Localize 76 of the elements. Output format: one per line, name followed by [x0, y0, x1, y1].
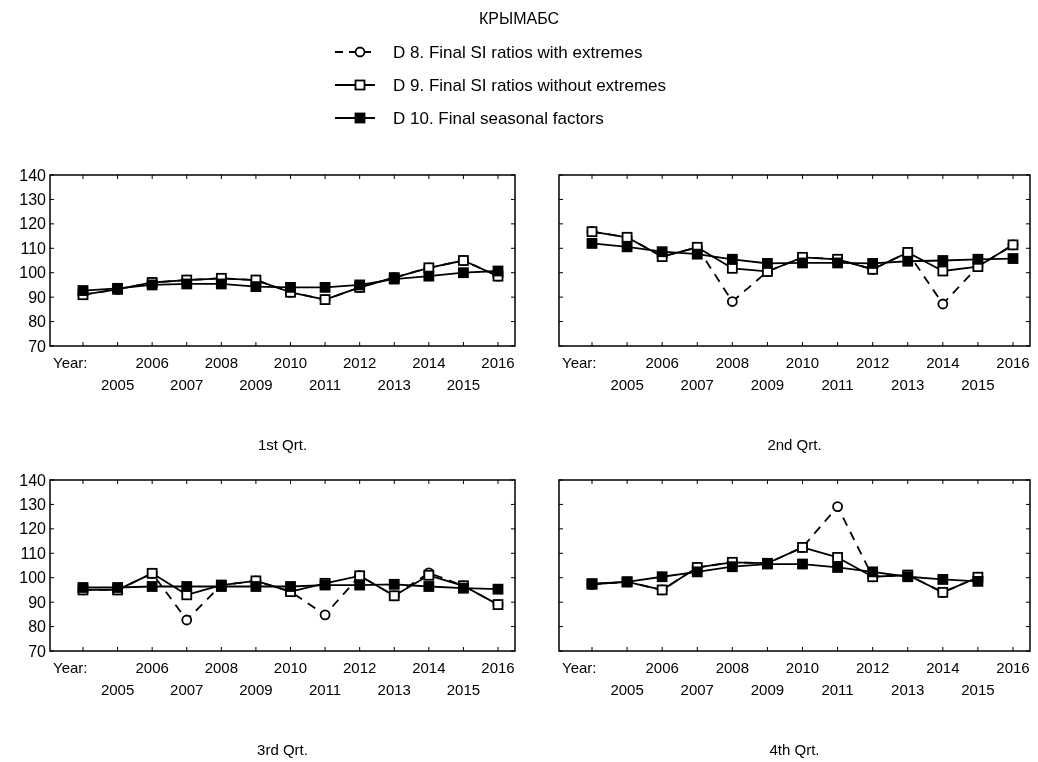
x-tick-label: 2007 — [170, 376, 204, 393]
x-tick-label: 2014 — [926, 354, 960, 371]
text: Year: — [562, 354, 597, 371]
x-tick-label: 2009 — [750, 681, 785, 698]
x-tick-label: 2011 — [821, 681, 854, 698]
y-tick-label: 140 — [19, 471, 47, 489]
x-tick-label: 2006 — [135, 354, 169, 371]
x-axis-title: 4th Qrt. — [769, 741, 820, 758]
text: Year: — [562, 659, 597, 676]
x-tick-label: 2010 — [785, 354, 820, 371]
legend-label: D 8. Final SI ratios with extremes — [393, 42, 643, 62]
x-tick-label: 2015 — [446, 376, 481, 393]
x-tick-label: 2008 — [204, 659, 239, 676]
x-tick-label: 2006 — [645, 659, 679, 676]
y-tick-label: 110 — [20, 239, 47, 257]
y-tick-label: 120 — [19, 520, 47, 538]
x-tick-label: 2016 — [481, 659, 515, 676]
x-tick-label: 2010 — [273, 659, 308, 676]
x-tick-label: 2007 — [680, 681, 714, 698]
y-tick-label: 120 — [19, 215, 47, 233]
x-tick-label: 2007 — [680, 376, 714, 393]
x-tick-label: 2016 — [996, 354, 1030, 371]
x-tick-label: 2009 — [750, 376, 785, 393]
text: Year: — [53, 659, 88, 676]
y-tick-label: 100 — [19, 569, 47, 587]
x-tick-label: 2010 — [785, 659, 820, 676]
x-tick-label: 2015 — [961, 681, 995, 698]
y-tick-label: 140 — [19, 166, 47, 184]
y-tick-label: 90 — [28, 288, 47, 306]
y-tick-label: 100 — [19, 264, 47, 282]
x-tick-label: 2006 — [645, 354, 679, 371]
y-tick-label: 130 — [19, 191, 47, 209]
legend-label: D 9. Final SI ratios without extremes — [393, 75, 667, 95]
x-tick-label: 2013 — [377, 376, 411, 393]
y-tick-label: 110 — [20, 544, 47, 562]
chart-title: КРЫМАБС — [478, 10, 560, 27]
y-tick-label: 80 — [28, 618, 47, 636]
x-tick-label: 2012 — [342, 354, 377, 371]
x-tick-label: 2008 — [204, 354, 239, 371]
x-tick-label: 2013 — [377, 681, 411, 698]
y-tick-label: 80 — [28, 313, 47, 331]
text: Year: — [53, 354, 88, 371]
x-tick-label: 2014 — [412, 659, 446, 676]
y-tick-label: 130 — [19, 496, 47, 514]
x-tick-label: 2014 — [926, 659, 960, 676]
x-tick-label: 2015 — [961, 376, 995, 393]
x-tick-label: 2005 — [610, 681, 644, 698]
x-tick-label: 2008 — [715, 354, 750, 371]
x-tick-label: 2013 — [891, 376, 925, 393]
x-axis-title: 1st Qrt. — [257, 436, 308, 453]
x-tick-label: 2016 — [996, 659, 1030, 676]
y-tick-label: 70 — [28, 642, 47, 660]
x-tick-label: 2011 — [308, 681, 342, 698]
x-tick-label: 2009 — [239, 376, 273, 393]
x-tick-label: 2014 — [412, 354, 446, 371]
x-tick-label: 2013 — [891, 681, 925, 698]
x-tick-label: 2007 — [170, 681, 204, 698]
y-tick-label: 70 — [28, 337, 47, 355]
x-tick-label: 2016 — [481, 354, 515, 371]
x-tick-label: 2011 — [821, 376, 854, 393]
legend-label: D 10. Final seasonal factors — [393, 108, 604, 128]
x-tick-label: 2006 — [135, 659, 169, 676]
x-tick-label: 2010 — [273, 354, 308, 371]
x-tick-label: 2009 — [239, 681, 273, 698]
x-axis-title: 3rd Qrt. — [257, 741, 308, 758]
x-tick-label: 2005 — [100, 681, 135, 698]
x-tick-label: 2005 — [100, 376, 135, 393]
x-axis-title: 2nd Qrt. — [767, 436, 822, 453]
x-tick-label: 2015 — [446, 681, 481, 698]
x-tick-label: 2008 — [715, 659, 750, 676]
x-tick-label: 2005 — [610, 376, 644, 393]
x-tick-label: 2012 — [342, 659, 377, 676]
x-tick-label: 2012 — [855, 354, 890, 371]
x-tick-label: 2011 — [308, 376, 342, 393]
y-tick-label: 90 — [28, 593, 47, 611]
x-tick-label: 2012 — [855, 659, 890, 676]
